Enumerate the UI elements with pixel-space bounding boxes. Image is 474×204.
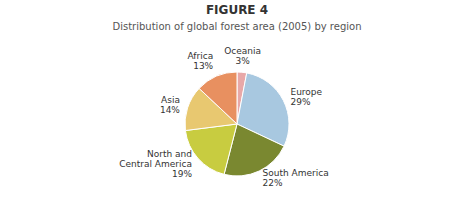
pie-slice bbox=[199, 72, 237, 124]
slice-value-label: 19% bbox=[172, 169, 192, 179]
slice-label: Asia bbox=[161, 95, 180, 105]
slice-label: North andCentral America bbox=[119, 149, 192, 169]
slice-value-label: 3% bbox=[236, 56, 251, 66]
subtitle: Distribution of global forest area (2005… bbox=[113, 21, 362, 32]
slice-label-line: Africa bbox=[187, 51, 213, 61]
pie-slice bbox=[185, 124, 237, 174]
slice-label: Africa bbox=[187, 51, 213, 61]
slice-label: South America bbox=[263, 168, 329, 178]
slice-label-line: South America bbox=[263, 168, 329, 178]
chart: FIGURE 4 Distribution of global forest ar… bbox=[0, 0, 474, 204]
slice-label-line: Oceania bbox=[224, 46, 261, 56]
slice-label: Oceania bbox=[224, 46, 261, 56]
slice-label-line: Central America bbox=[119, 159, 192, 169]
slice-label-line: Europe bbox=[290, 87, 322, 97]
slice-label-line: North and bbox=[147, 149, 192, 159]
labels: Oceania3% Europe29% South America22% North … bbox=[119, 46, 328, 188]
title: FIGURE 4 bbox=[206, 3, 268, 17]
slice-value-label: 22% bbox=[263, 178, 283, 188]
slice-label: Europe bbox=[290, 87, 322, 97]
pie bbox=[185, 72, 289, 176]
slice-value-label: 14% bbox=[160, 105, 180, 115]
slice-value-label: 13% bbox=[193, 61, 213, 71]
slice-value-label: 29% bbox=[290, 97, 310, 107]
slice-label-line: Asia bbox=[161, 95, 180, 105]
